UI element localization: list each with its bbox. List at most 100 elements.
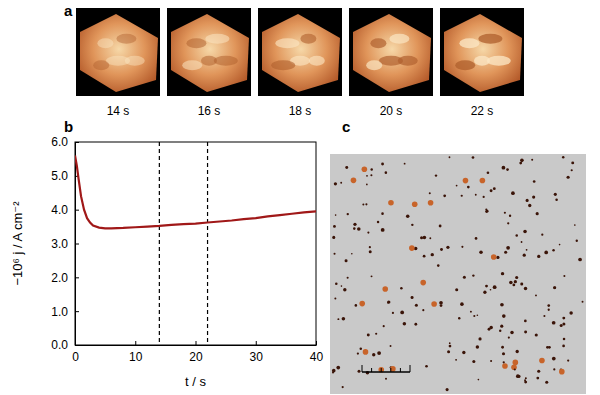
- large-particle: [463, 178, 469, 184]
- frame-background: [76, 8, 160, 96]
- data-line: [75, 156, 316, 229]
- large-particle: [388, 200, 394, 206]
- surface-feature: [487, 56, 511, 66]
- y-tick-mark: [75, 311, 79, 312]
- scale-bar-tick: [371, 368, 372, 372]
- particle: [490, 289, 492, 291]
- particle: [512, 284, 515, 287]
- x-tick: 20: [189, 341, 203, 364]
- particle: [435, 174, 437, 176]
- particle: [365, 203, 367, 205]
- particle: [532, 195, 535, 198]
- particle: [510, 331, 513, 334]
- particle: [470, 311, 472, 313]
- particle: [552, 357, 556, 361]
- particle: [462, 351, 465, 354]
- particle: [500, 303, 504, 307]
- particle: [425, 365, 428, 368]
- particle: [483, 291, 486, 294]
- particle: [574, 224, 576, 226]
- scale-bar-tick: [390, 368, 391, 372]
- panel-label: a: [64, 2, 73, 19]
- particle: [521, 241, 523, 243]
- particle: [447, 350, 450, 353]
- particle: [343, 288, 346, 291]
- particle: [553, 286, 556, 289]
- particle: [369, 250, 372, 253]
- particle: [423, 236, 427, 240]
- particle: [461, 246, 463, 248]
- y-tick-mark: [75, 142, 79, 143]
- particle: [360, 347, 362, 349]
- particle: [514, 368, 516, 370]
- particle: [456, 185, 458, 187]
- particle: [476, 345, 479, 348]
- particle: [562, 156, 564, 158]
- particle: [335, 214, 337, 216]
- surface-feature: [186, 38, 206, 48]
- surface-feature: [182, 60, 202, 70]
- large-particle: [382, 286, 388, 292]
- large-particle: [390, 366, 396, 372]
- large-particle: [362, 166, 368, 172]
- particle: [582, 301, 584, 303]
- particle: [516, 374, 520, 378]
- particle: [333, 225, 336, 228]
- y-tick-mark: [75, 210, 79, 211]
- particle: [355, 304, 358, 307]
- particle: [520, 283, 523, 286]
- particle: [562, 345, 565, 348]
- particle: [472, 274, 474, 276]
- large-particle: [559, 369, 565, 375]
- y-tick: 2.0: [51, 271, 79, 285]
- surface-feature: [116, 34, 136, 44]
- particle: [526, 199, 529, 202]
- scale-bar-tick: [362, 365, 363, 372]
- surface: [171, 14, 249, 92]
- particle: [400, 287, 403, 290]
- large-particle: [491, 254, 497, 260]
- particle: [340, 182, 342, 184]
- particle: [414, 323, 417, 326]
- particle: [366, 175, 368, 177]
- particle: [515, 234, 518, 237]
- particle: [576, 240, 578, 242]
- particle: [334, 182, 337, 185]
- particle: [569, 311, 572, 314]
- frame-label: 18 s: [289, 104, 312, 118]
- x-axis: 010203040: [72, 341, 323, 364]
- particle: [455, 359, 457, 361]
- particle: [562, 322, 565, 325]
- particle: [381, 212, 384, 215]
- y-tick: 5.0: [51, 169, 79, 183]
- particle: [553, 287, 556, 290]
- large-particle: [363, 349, 369, 355]
- particle: [485, 285, 488, 288]
- particle: [341, 285, 343, 287]
- particle: [490, 360, 492, 362]
- x-axis-line: [76, 345, 317, 346]
- particle: [337, 318, 339, 320]
- x-tick: 10: [129, 341, 143, 364]
- particle: [400, 311, 404, 315]
- particle: [385, 171, 388, 174]
- particle: [381, 163, 384, 166]
- x-tick: 30: [250, 341, 264, 364]
- particle: [578, 258, 582, 262]
- particle: [523, 254, 526, 257]
- particle: [523, 230, 527, 234]
- surface-feature: [389, 34, 409, 44]
- plot-area: [75, 142, 316, 345]
- particle: [493, 285, 497, 289]
- particle: [406, 215, 410, 219]
- large-particle: [480, 178, 486, 184]
- frame-background: [349, 8, 433, 96]
- particle: [504, 212, 506, 214]
- particle: [422, 309, 424, 311]
- surface-feature: [459, 38, 479, 48]
- particle: [370, 174, 372, 176]
- y-tick-label: 4.0: [51, 203, 68, 217]
- surface-feature: [93, 60, 109, 70]
- particle: [353, 223, 356, 226]
- particle: [420, 236, 423, 239]
